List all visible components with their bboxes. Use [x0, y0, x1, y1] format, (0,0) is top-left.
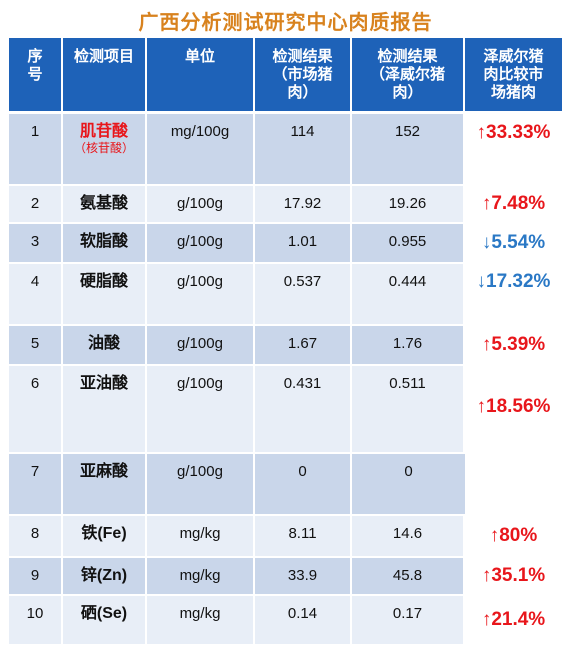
header-no: 序号 — [9, 38, 63, 114]
cell-unit: g/100g — [147, 454, 255, 516]
cell-no: 4 — [9, 264, 63, 326]
report-title: 广西分析测试研究中心肉质报告 — [138, 12, 433, 34]
cell-market: 1.01 — [255, 224, 352, 264]
cell-zwe: 1.76 — [352, 326, 465, 366]
cell-item: 亚油酸 — [63, 366, 147, 454]
table-row: 4 硬脂酸 g/100g 0.537 0.444 ↓17.32% — [9, 264, 562, 326]
cell-unit: g/100g — [147, 186, 255, 224]
cell-ratio: ↓17.32% — [465, 264, 562, 326]
cell-unit: mg/kg — [147, 516, 255, 558]
cell-zwe: 19.26 — [352, 186, 465, 224]
cell-zwe: 0.511 — [352, 366, 465, 454]
header-comparison: 泽威尔猪肉比较市场猪肉 — [465, 38, 562, 114]
cell-market: 0.14 — [255, 596, 352, 644]
cell-zwe: 0 — [352, 454, 465, 516]
header-market-result: 检测结果（市场猪肉） — [255, 38, 352, 114]
cell-unit: g/100g — [147, 264, 255, 326]
cell-market: 114 — [255, 114, 352, 186]
cell-zwe: 152 — [352, 114, 465, 186]
table-row: 3 软脂酸 g/100g 1.01 0.955 ↓5.54% — [9, 224, 562, 264]
table-row: 5 油酸 g/100g 1.67 1.76 ↑5.39% — [9, 326, 562, 366]
cell-ratio: ↑18.56% — [465, 366, 562, 516]
cell-market: 1.67 — [255, 326, 352, 366]
cell-no: 3 — [9, 224, 63, 264]
cell-market: 0 — [255, 454, 352, 516]
cell-item: 铁(Fe) — [63, 516, 147, 558]
cell-zwe: 0.444 — [352, 264, 465, 326]
cell-no: 9 — [9, 558, 63, 596]
table-row: 6 亚油酸 g/100g 0.431 0.511 ↑18.56% — [9, 366, 562, 516]
meat-quality-table: 序号 检测项目 单位 检测结果（市场猪肉） 检测结果（泽威尔猪肉） 泽威尔猪肉比… — [9, 38, 562, 644]
cell-item: 硒(Se) — [63, 596, 147, 644]
cell-ratio: ↑7.48% — [465, 186, 562, 224]
cell-unit: g/100g — [147, 326, 255, 366]
cell-no: 6 — [9, 366, 63, 454]
cell-item: 油酸 — [63, 326, 147, 366]
cell-no: 8 — [9, 516, 63, 558]
table-row: 2 氨基酸 g/100g 17.92 19.26 ↑7.48% — [9, 186, 562, 224]
table-row: 1 肌苷酸 （核苷酸） mg/100g 114 152 ↑33.33% — [9, 114, 562, 186]
cell-item: 亚麻酸 — [63, 454, 147, 516]
cell-item: 肌苷酸 （核苷酸） — [63, 114, 147, 186]
cell-market: 33.9 — [255, 558, 352, 596]
cell-item: 硬脂酸 — [63, 264, 147, 326]
cell-unit: g/100g — [147, 224, 255, 264]
cell-ratio: ↑5.39% — [465, 326, 562, 366]
cell-ratio: ↑21.4% — [465, 596, 562, 644]
cell-zwe: 0.17 — [352, 596, 465, 644]
header-unit: 单位 — [147, 38, 255, 114]
cell-no: 2 — [9, 186, 63, 224]
cell-ratio: ↑80% — [465, 516, 562, 558]
cell-market: 8.11 — [255, 516, 352, 558]
cell-ratio: ↑35.1% — [465, 558, 562, 596]
cell-market: 0.431 — [255, 366, 352, 454]
cell-zwe: 0.955 — [352, 224, 465, 264]
table-row: 9 锌(Zn) mg/kg 33.9 45.8 ↑35.1% — [9, 558, 562, 596]
cell-unit: mg/100g — [147, 114, 255, 186]
item-name-sub: （核苷酸） — [73, 141, 134, 155]
cell-zwe: 14.6 — [352, 516, 465, 558]
table-row: 7 亚麻酸 g/100g 0 0 — [9, 454, 562, 516]
cell-no: 5 — [9, 326, 63, 366]
cell-market: 0.537 — [255, 264, 352, 326]
item-name-highlight: 肌苷酸 — [79, 123, 128, 140]
cell-unit: g/100g — [147, 366, 255, 454]
cell-unit: mg/kg — [147, 558, 255, 596]
header-item: 检测项目 — [63, 38, 147, 114]
header-zwe-result: 检测结果（泽威尔猪肉） — [352, 38, 465, 114]
cell-item: 氨基酸 — [63, 186, 147, 224]
cell-no: 7 — [9, 454, 63, 516]
cell-no: 10 — [9, 596, 63, 644]
header-row: 序号 检测项目 单位 检测结果（市场猪肉） 检测结果（泽威尔猪肉） 泽威尔猪肉比… — [9, 38, 562, 114]
cell-ratio: ↑33.33% — [465, 114, 562, 186]
table-row: 8 铁(Fe) mg/kg 8.11 14.6 ↑80% — [9, 516, 562, 558]
table-row: 10 硒(Se) mg/kg 0.14 0.17 ↑21.4% — [9, 596, 562, 644]
cell-zwe: 45.8 — [352, 558, 465, 596]
cell-unit: mg/kg — [147, 596, 255, 644]
cell-item: 软脂酸 — [63, 224, 147, 264]
cell-no: 1 — [9, 114, 63, 186]
cell-market: 17.92 — [255, 186, 352, 224]
cell-ratio: ↓5.54% — [465, 224, 562, 264]
cell-item: 锌(Zn) — [63, 558, 147, 596]
